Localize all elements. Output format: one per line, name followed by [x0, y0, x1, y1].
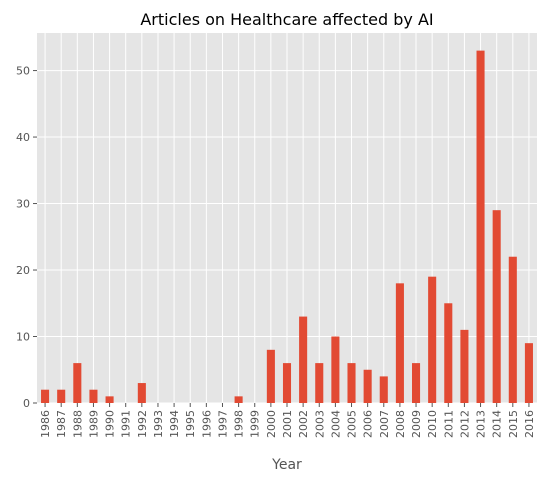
x-tick-label-1995: 1995 [184, 410, 197, 438]
bar-1988 [73, 363, 82, 403]
x-tick-label-2007: 2007 [378, 410, 391, 438]
bar-1986 [41, 389, 50, 403]
x-tick-label-1998: 1998 [233, 410, 246, 438]
x-tick-label-2016: 2016 [523, 410, 536, 438]
chart-title: Articles on Healthcare affected by AI [140, 10, 433, 29]
x-tick-label-2013: 2013 [475, 410, 488, 438]
x-tick-label-2015: 2015 [507, 410, 520, 438]
bar-2011 [444, 303, 453, 403]
x-axis: 1986 1987 1988 1989 1990 1991 1992 1993 1994 1995… [39, 403, 536, 438]
x-tick-label-1989: 1989 [87, 410, 100, 438]
x-tick-label-2004: 2004 [329, 410, 342, 438]
x-tick-label-2000: 2000 [265, 410, 278, 438]
bar-2003 [315, 363, 324, 403]
bar-2001 [282, 363, 292, 403]
x-tick-label-2010: 2010 [426, 410, 439, 438]
y-tick-label: 50 [16, 65, 30, 78]
x-tick-label-1993: 1993 [152, 410, 165, 438]
bar-2009 [412, 363, 421, 403]
x-tick-label-2011: 2011 [442, 410, 455, 438]
x-tick-label-2009: 2009 [410, 410, 423, 438]
bar-2012 [460, 329, 469, 403]
x-tick-label-2008: 2008 [394, 410, 407, 438]
bar-2008 [395, 283, 404, 403]
bar-2014 [492, 210, 501, 403]
bar-2006 [363, 369, 372, 403]
x-tick-label-1991: 1991 [120, 410, 133, 438]
y-tick-label: 30 [16, 198, 30, 211]
x-tick-label-1994: 1994 [168, 410, 181, 438]
x-tick-label-2001: 2001 [281, 410, 294, 438]
x-tick-label-1999: 1999 [249, 410, 262, 438]
bar-1990 [105, 396, 114, 403]
y-tick-label: 20 [16, 264, 30, 277]
x-tick-label-2005: 2005 [346, 410, 359, 438]
x-axis-label: Year [271, 457, 302, 473]
bar-series [41, 50, 533, 403]
bar-2016 [524, 343, 533, 403]
bar-2007 [379, 376, 388, 403]
x-tick-label-2002: 2002 [297, 410, 310, 438]
y-tick-label: 40 [16, 131, 30, 144]
bar-2010 [428, 276, 437, 403]
bar-2002 [299, 316, 308, 403]
bar-2000 [266, 349, 275, 403]
bar-2005 [347, 363, 356, 403]
x-tick-label-1997: 1997 [216, 410, 229, 438]
bar-1992 [137, 383, 146, 403]
bar-1998 [234, 396, 243, 403]
y-tick-label: 0 [23, 397, 30, 410]
bar-1987 [57, 389, 66, 403]
y-tick-label: 10 [16, 331, 30, 344]
x-tick-label-2003: 2003 [313, 410, 326, 438]
bar-2013 [476, 50, 485, 403]
x-tick-label-1988: 1988 [71, 410, 84, 438]
x-tick-label-1996: 1996 [200, 410, 213, 438]
x-tick-label-1990: 1990 [104, 410, 117, 438]
x-tick-label-1987: 1987 [55, 410, 68, 438]
x-tick-label-2006: 2006 [362, 410, 375, 438]
x-tick-label-2014: 2014 [491, 410, 504, 438]
x-tick-label-1992: 1992 [136, 410, 149, 438]
x-tick-label-1986: 1986 [39, 410, 52, 438]
x-tick-label-2012: 2012 [458, 410, 471, 438]
bar-1989 [89, 389, 98, 403]
bar-2004 [331, 336, 340, 403]
bar-2015 [508, 256, 517, 403]
y-axis: 0 10 20 30 40 50 [16, 65, 37, 410]
